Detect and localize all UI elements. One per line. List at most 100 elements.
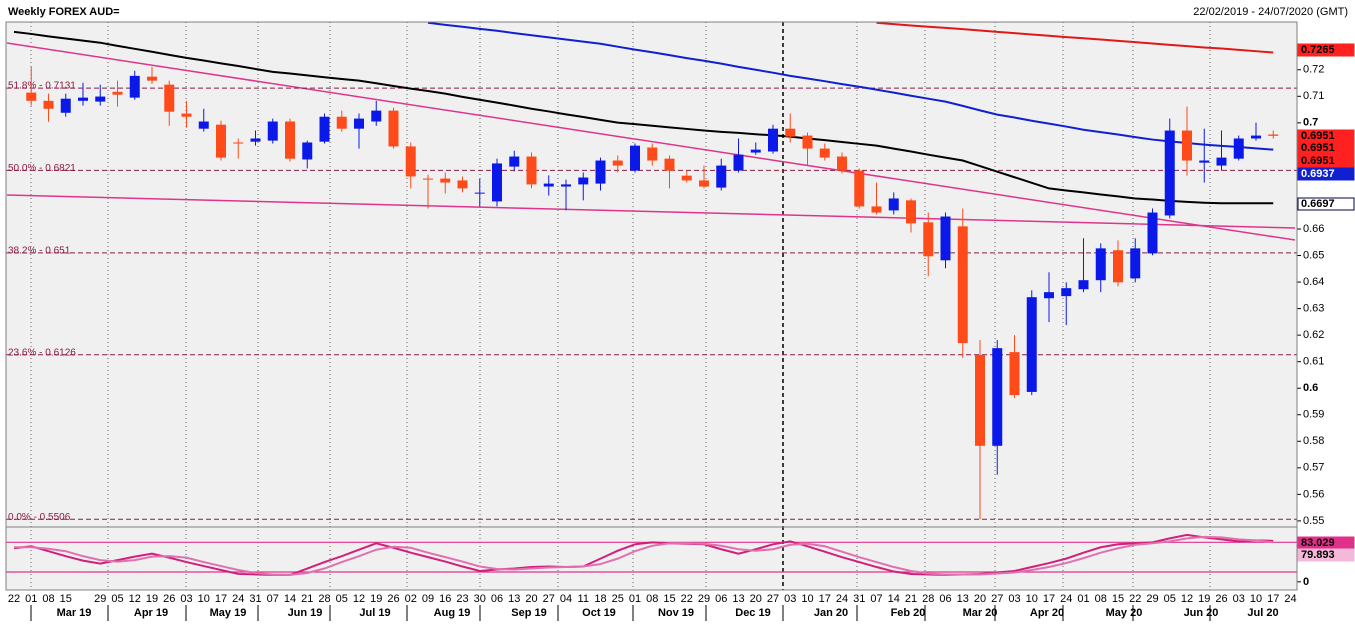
x-tick-label: 26 [1215,593,1227,605]
price-tag [1297,154,1355,168]
candle-body [1095,248,1106,281]
x-tick-label: 13 [957,593,969,605]
candle-body [423,178,433,180]
candle-body [733,154,744,171]
x-tick-label: 23 [456,593,468,605]
x-tick-label: 28 [922,593,934,605]
month-label: May 20 [1106,607,1143,619]
x-tick-label: 31 [853,593,865,605]
candle-body [768,128,778,152]
candle-body [561,184,571,187]
candle-body [957,226,968,344]
candle-body [147,76,157,81]
x-tick-label: 20 [525,593,537,605]
candle-body [1078,280,1089,290]
candle-body [699,180,709,187]
trend-line [6,194,1296,229]
x-tick-label: 29 [1146,593,1158,605]
x-tick-label: 20 [974,593,986,605]
x-tick-label: 11 [578,593,589,605]
y-tick-label: 0.72 [1303,64,1324,76]
candle-body [1182,130,1192,161]
price-tag [1297,167,1355,181]
candle-body [647,147,658,161]
x-tick-label: 04 [560,593,572,605]
candle-body [750,149,761,153]
y-tick-label: 0 [1303,576,1309,588]
month-label: Jun 19 [288,607,323,619]
y-tick-label: 0.64 [1303,276,1324,288]
x-tick-label: 28 [318,593,330,605]
x-tick-label: 03 [180,593,192,605]
candle-body [1147,212,1158,254]
x-tick-label: 29 [94,593,106,605]
y-tick-label: 0.61 [1303,356,1324,368]
x-tick-label: 12 [1181,593,1193,605]
candle-body [198,121,209,129]
price-tag-label: 0.6951 [1301,155,1335,167]
x-tick-label: 14 [888,593,900,605]
candle-body [26,92,37,101]
y-tick-label: 0.63 [1303,303,1324,315]
y-tick-label: 0.57 [1303,462,1324,474]
price-tag-label: 0.6937 [1301,168,1335,180]
y-tick-label: 0.66 [1303,223,1324,235]
candle-body [181,113,192,117]
x-tick-label: 16 [439,593,451,605]
x-tick-label: 08 [1095,593,1107,605]
candle-body [975,355,985,446]
fib-label: 38.2% - 0.651 [8,246,71,257]
grid [30,22,1211,590]
date-range: 22/02/2019 - 24/07/2020 (GMT) [1193,6,1348,18]
data-layer: 0.55 0.56 0.57 0.58 0.59 0.6 0.61 0.62 0.63 0.64 0… [6,21,1355,621]
x-tick-label: 21 [905,593,917,605]
x-tick-label: 10 [1026,593,1038,605]
candle-body [164,84,175,112]
candle-body [336,116,347,129]
x-tick-label: 18 [594,593,606,605]
x-tick-label: 12 [353,593,365,605]
x-tick-label: 09 [422,593,434,605]
x-tick-label: 24 [836,593,848,605]
x-tick-label: 10 [1250,593,1262,605]
candle-body [888,198,899,211]
candle-body [1199,160,1210,163]
candle-body [354,118,364,129]
candle-body [474,192,485,194]
x-tick-label: 27 [543,593,555,605]
month-label: May 19 [210,607,247,619]
x-tick-label: 10 [801,593,813,605]
candle-body [1061,288,1072,297]
candle-body [578,177,589,185]
month-label: Aug 19 [434,607,471,619]
candle-body [543,183,554,187]
x-tick-label: 08 [42,593,54,605]
candle-body [43,100,54,109]
candle-body [250,138,261,142]
x-tick-label: 24 [1060,593,1072,605]
y-tick-label: 0.59 [1303,409,1324,421]
y-tick-label: 0.58 [1303,435,1324,447]
x-tick-label: 24 [232,593,244,605]
x-tick-label: 30 [474,593,486,605]
candle-body [923,222,934,257]
x-tick-label: 22 [1129,593,1141,605]
indicator-line [876,21,1274,54]
x-tick-label: 15 [60,593,72,605]
candle-body [267,121,278,141]
month-label: Jul 20 [1247,607,1278,619]
candle-body [60,98,71,113]
candle-body [940,216,951,261]
candle-body [1009,352,1020,396]
candle-body [681,175,692,181]
candle-body [509,156,520,167]
indicator-line [13,533,1274,576]
fib-label: 23.6% - 0.6126 [8,347,76,358]
x-tick-label: 17 [819,593,831,605]
candle-body [1268,134,1279,136]
candle-body [112,91,123,95]
fib-label: 51.8% - 0.7131 [8,81,76,92]
x-tick-label: 24 [1284,593,1296,605]
